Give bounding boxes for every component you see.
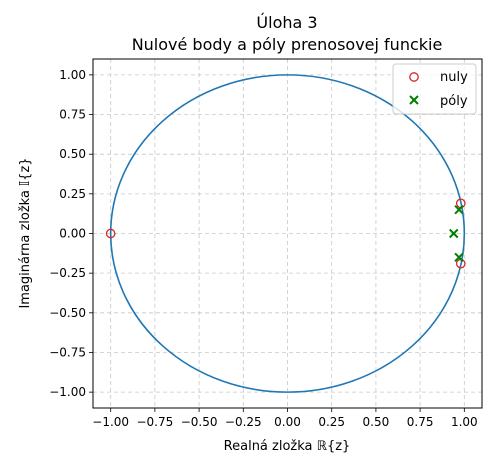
pole-marker — [454, 252, 464, 263]
chart-title-line2: Nulové body a póly prenosovej funckie — [132, 35, 443, 54]
x-tick-label: 0.00 — [274, 415, 301, 429]
unit-circle — [109, 74, 466, 393]
x-tick-label: −0.25 — [225, 415, 262, 429]
grid — [93, 59, 482, 408]
y-tick-label: −0.50 — [49, 306, 86, 320]
x-tick-label: 0.25 — [318, 415, 345, 429]
x-tick-label: 0.75 — [407, 415, 434, 429]
y-tick-label: 0.50 — [59, 147, 86, 161]
ticks: −1.00 −0.75 −0.50 −0.25 0.00 0.25 0.50 0.75 1.00… — [49, 68, 477, 429]
legend-label-zeros: nuly — [440, 70, 468, 85]
x-tick-label: 0.50 — [363, 415, 390, 429]
y-tick-label: −0.25 — [49, 266, 86, 280]
y-tick-label: 0.00 — [59, 227, 86, 241]
markers-layer — [105, 198, 466, 269]
unit-circle-layer — [109, 74, 466, 393]
y-tick-label: 0.75 — [59, 108, 86, 122]
x-tick-label: −0.50 — [181, 415, 218, 429]
legend-marker-zeros — [409, 72, 419, 82]
chart-title-line1: Úloha 3 — [256, 13, 317, 32]
y-tick-label: −0.75 — [49, 345, 86, 359]
y-tick-label: −1.00 — [49, 385, 86, 399]
legend-label-poles: póly — [440, 94, 468, 109]
y-tick-label: 1.00 — [59, 68, 86, 82]
x-tick-label: −0.75 — [136, 415, 173, 429]
x-tick-label: −1.00 — [92, 415, 129, 429]
y-axis-label: Imaginárna zložka 𝕀{z} — [18, 157, 33, 308]
x-axis-label: Realná zložka ℝ{z} — [224, 439, 351, 454]
pole-marker — [454, 204, 464, 215]
pole-marker — [449, 228, 459, 239]
legend-marker-poles — [409, 95, 419, 105]
x-tick-label: 1.00 — [451, 415, 478, 429]
zero-marker — [105, 228, 116, 239]
y-tick-label: 0.25 — [59, 187, 86, 201]
legend: nuly póly — [392, 63, 477, 115]
